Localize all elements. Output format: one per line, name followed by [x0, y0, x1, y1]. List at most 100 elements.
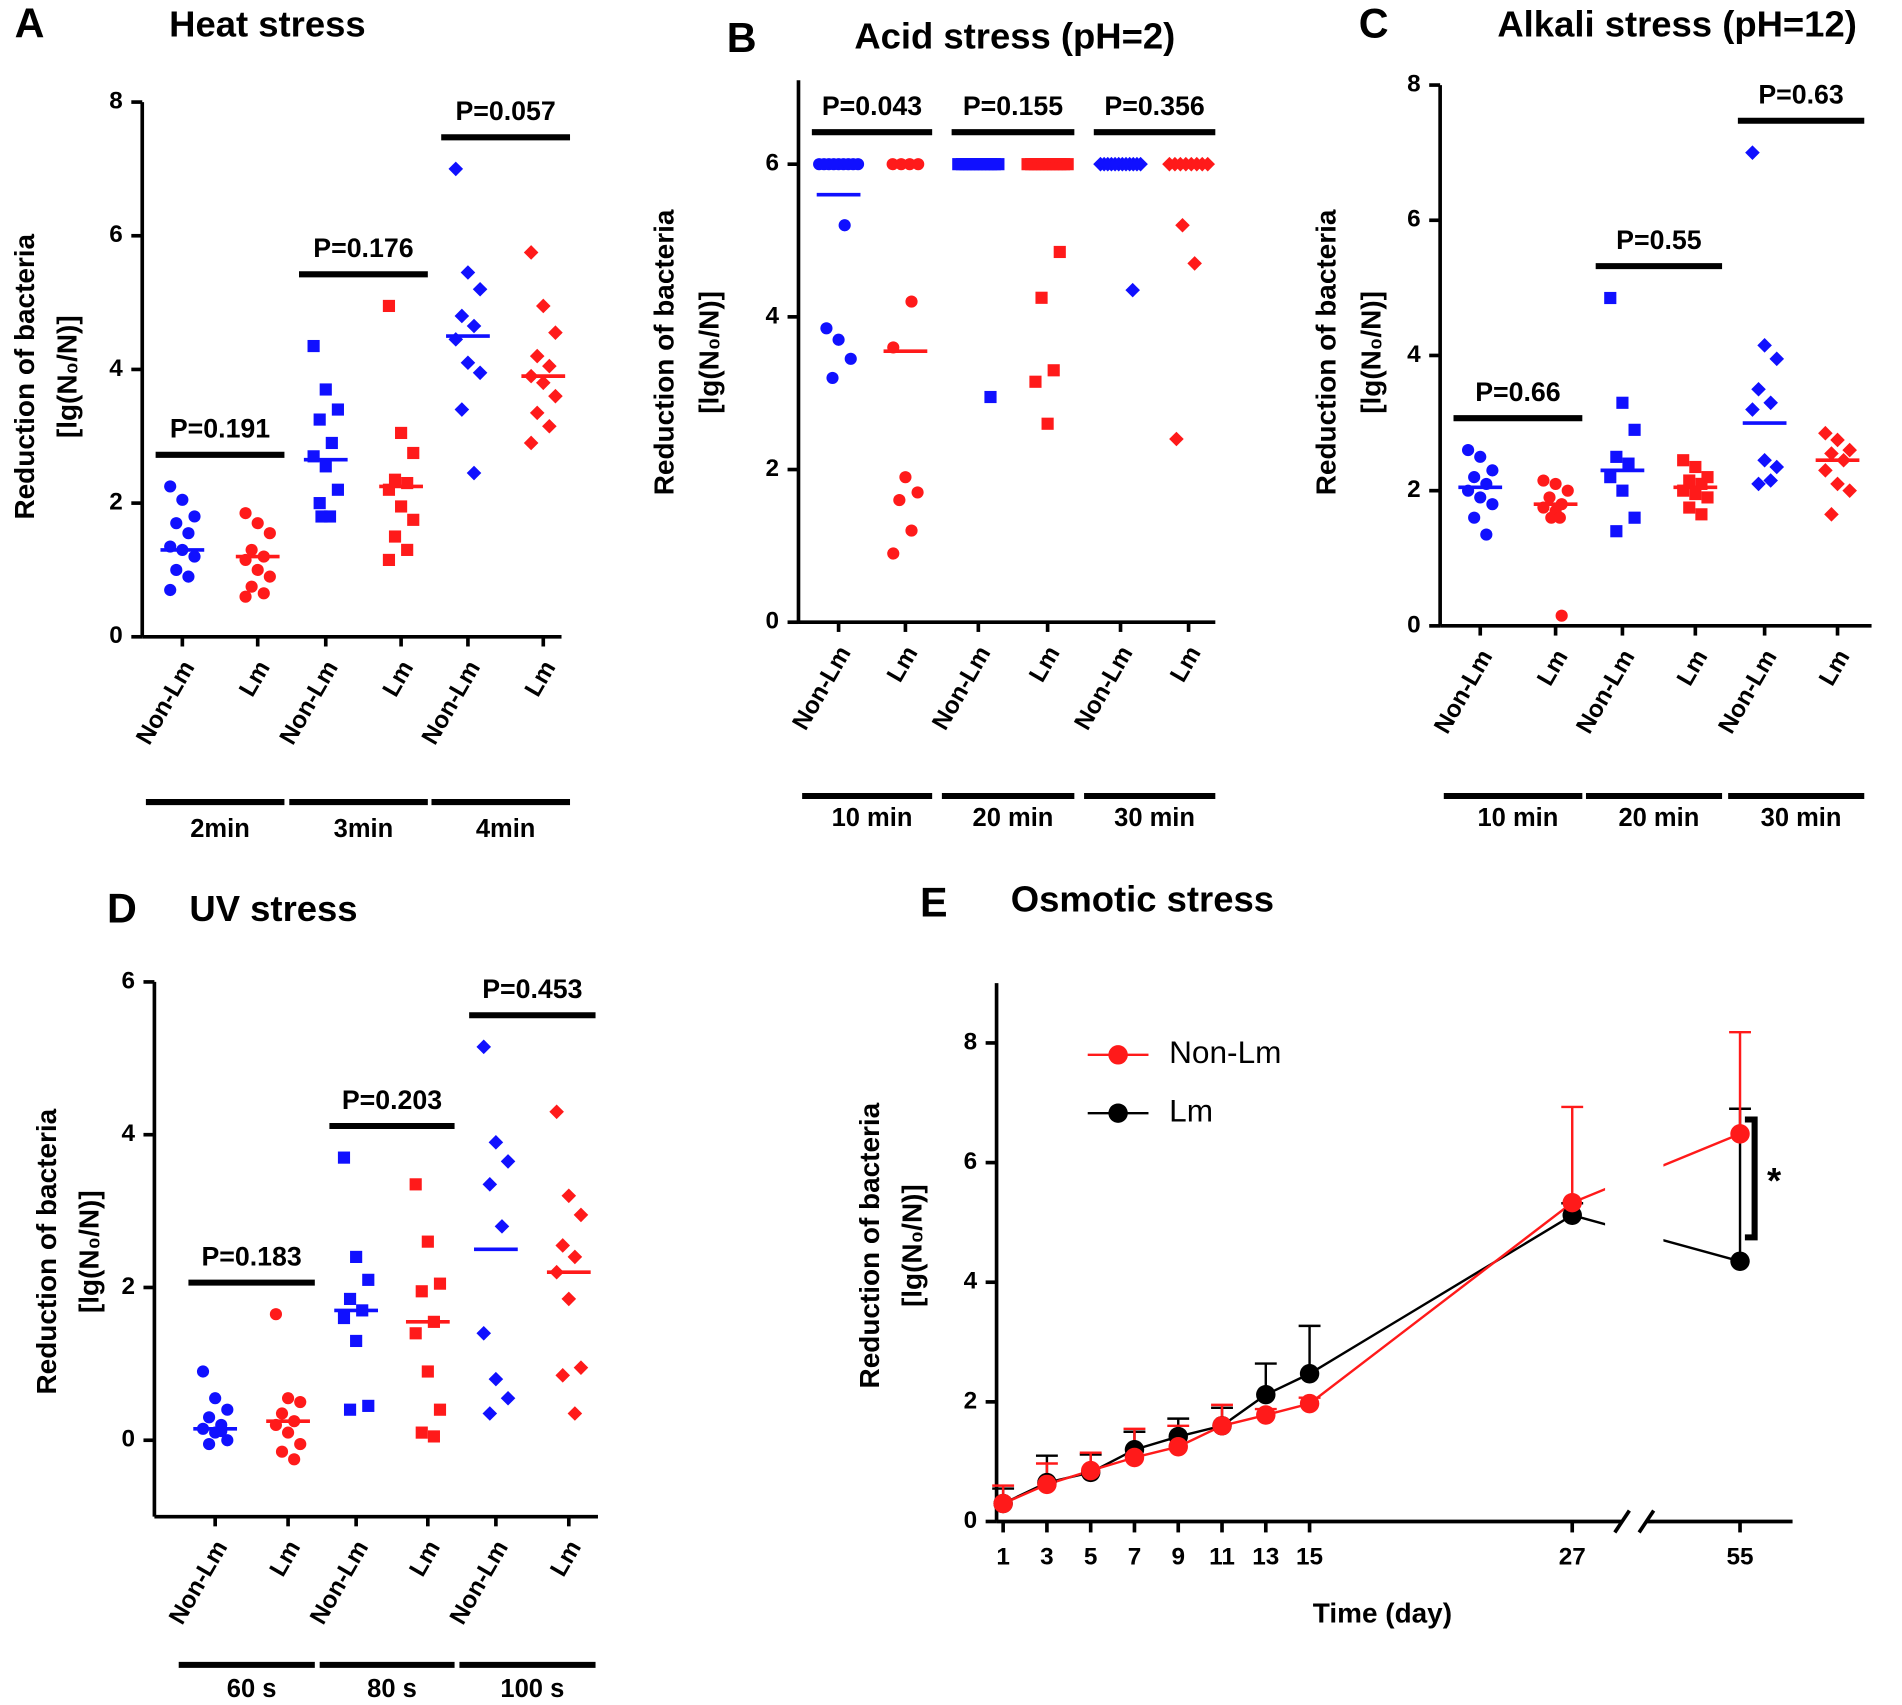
y-tick-label: 0 — [1407, 611, 1421, 638]
data-point — [1628, 423, 1641, 436]
y-tick-label: 8 — [1407, 70, 1421, 97]
line-break-gap — [1605, 1144, 1664, 1265]
y-axis-label: Reduction of bacteria — [854, 1102, 885, 1388]
data-point — [549, 1104, 564, 1120]
y-axis-label: Reduction of bacteria — [31, 1108, 62, 1394]
x-tick-label: Non-Lm — [305, 1536, 374, 1629]
panel-title: Osmotic stress — [1011, 878, 1274, 919]
x-tick-label: 3 — [1040, 1543, 1054, 1570]
p-value: P=0.203 — [342, 1085, 442, 1115]
data-point — [1751, 476, 1766, 492]
data-point — [886, 158, 899, 171]
y-tick-label: 4 — [964, 1268, 978, 1295]
data-point — [188, 510, 201, 523]
x-tick-label: 7 — [1128, 1543, 1142, 1570]
data-point — [460, 265, 476, 280]
legend-marker — [1108, 1103, 1128, 1123]
p-value: P=0.043 — [822, 91, 922, 121]
data-point — [1035, 291, 1048, 304]
data-point — [542, 418, 557, 434]
group-label: 30 min — [1114, 804, 1195, 832]
data-point — [1604, 471, 1617, 484]
p-value: P=0.55 — [1616, 225, 1702, 255]
y-tick-label: 4 — [109, 355, 123, 382]
data-point — [1689, 487, 1702, 501]
data-point — [844, 352, 857, 365]
data-point — [1745, 402, 1760, 417]
data-point — [433, 1277, 447, 1290]
x-tick-label: 15 — [1296, 1543, 1323, 1570]
x-tick-label: Non-Lm — [164, 1536, 233, 1629]
data-point — [984, 390, 997, 404]
data-point — [1769, 459, 1785, 475]
data-point — [1730, 1124, 1750, 1144]
data-point — [1757, 452, 1772, 468]
data-point — [535, 375, 551, 391]
data-point — [1842, 442, 1857, 458]
data-point — [1468, 471, 1481, 484]
data-point — [903, 158, 916, 171]
data-point — [362, 1273, 375, 1286]
data-point — [561, 1291, 577, 1307]
y-tick-label: 0 — [964, 1507, 978, 1534]
data-point — [1169, 431, 1184, 447]
data-point — [1468, 511, 1481, 524]
data-point — [895, 158, 908, 171]
x-tick-label: Lm — [234, 656, 276, 701]
data-point — [170, 517, 183, 530]
data-point — [251, 563, 264, 577]
group-label: 3min — [334, 815, 394, 843]
data-point — [1604, 291, 1617, 305]
data-point — [912, 158, 925, 171]
panel-label: E — [920, 879, 948, 925]
data-point — [1745, 145, 1760, 160]
data-point — [1486, 464, 1499, 477]
significance-bracket — [1744, 1116, 1758, 1241]
data-point — [209, 1392, 222, 1405]
data-point — [488, 1135, 504, 1150]
data-point — [905, 295, 918, 308]
group-label: 20 min — [1618, 804, 1699, 832]
data-point — [257, 587, 270, 600]
data-point — [542, 358, 557, 374]
y-axis-label: Reduction of bacteria — [9, 233, 40, 519]
data-point — [573, 1360, 589, 1375]
data-point — [1830, 432, 1845, 448]
x-tick-label: Lm — [882, 642, 924, 687]
data-point — [1730, 1251, 1750, 1272]
data-point — [905, 524, 918, 537]
data-point — [472, 281, 488, 297]
data-point — [1543, 491, 1556, 504]
data-point — [488, 1371, 504, 1387]
x-tick-label: Lm — [378, 656, 420, 701]
data-point — [1256, 1405, 1276, 1425]
data-point — [1041, 417, 1054, 430]
p-value: P=0.356 — [1104, 91, 1204, 121]
data-point — [325, 436, 338, 450]
data-point — [500, 1154, 516, 1169]
data-point — [1824, 507, 1839, 522]
data-point — [1763, 395, 1778, 411]
data-point — [826, 371, 839, 385]
data-point — [1549, 477, 1562, 490]
data-point — [382, 553, 396, 567]
data-point — [382, 299, 396, 313]
legend-label: Lm — [1169, 1093, 1213, 1129]
data-point — [282, 1392, 295, 1405]
data-point — [1562, 1192, 1582, 1213]
data-point — [1474, 450, 1487, 463]
data-point — [1462, 444, 1475, 457]
data-point — [832, 333, 845, 346]
data-point — [1751, 381, 1766, 397]
panel-label: D — [107, 885, 137, 931]
data-point — [535, 298, 551, 314]
y-tick-label: 2 — [121, 1273, 135, 1300]
data-point — [993, 1493, 1013, 1514]
data-point — [1537, 474, 1550, 487]
data-point — [1480, 528, 1493, 541]
x-tick-label: Lm — [1024, 642, 1066, 687]
y-axis-label: Reduction of bacteria — [648, 209, 679, 495]
data-point — [1175, 217, 1190, 233]
data-point — [1616, 396, 1629, 409]
data-point — [887, 547, 900, 560]
